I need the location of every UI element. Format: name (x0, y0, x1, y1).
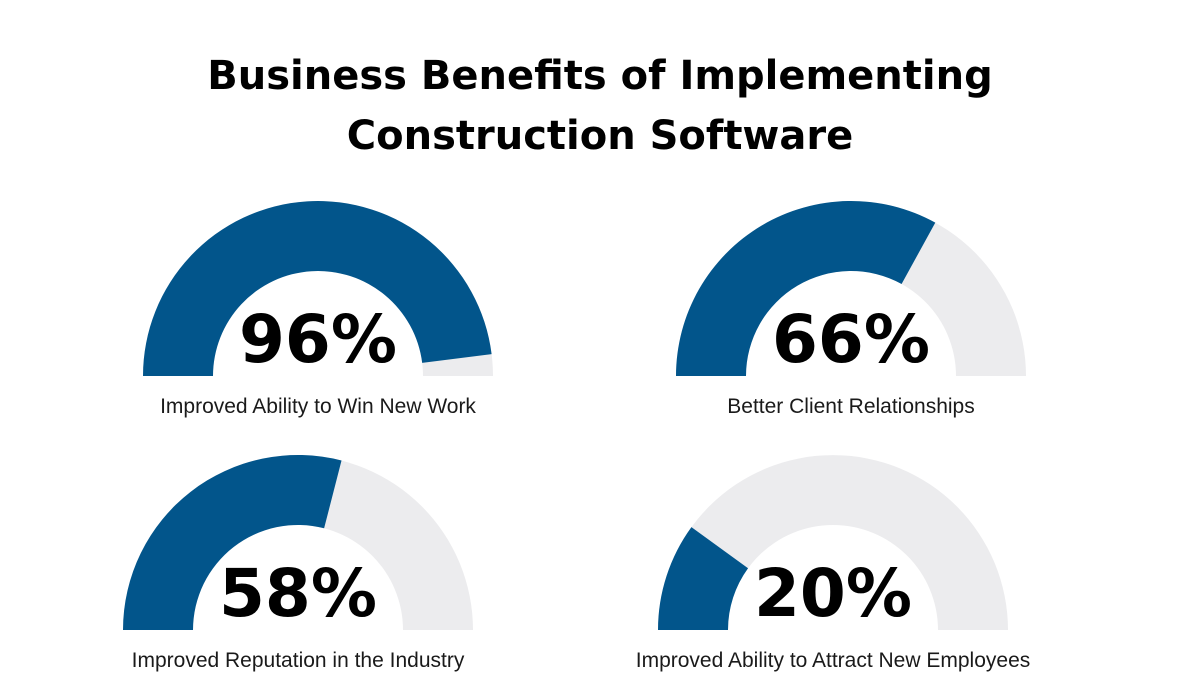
gauge-label: Improved Ability to Win New Work (160, 395, 476, 418)
title-line-2: Construction Software (346, 113, 854, 159)
title-line-1: Business Benefits of Implementing (207, 53, 993, 99)
gauge-58: 58% Improved Reputation in the Industry (123, 454, 473, 672)
gauge-label: Improved Ability to Attract New Employee… (636, 649, 1031, 672)
gauge-96: 96% Improved Ability to Win New Work (143, 200, 493, 418)
gauge-value: 20% (754, 555, 912, 632)
gauge-66: 66% Better Client Relationships (676, 200, 1026, 418)
gauge-value: 96% (239, 301, 397, 378)
gauge-20: 20% Improved Ability to Attract New Empl… (636, 455, 1031, 672)
gauge-fill (143, 200, 492, 376)
gauge-fill (676, 200, 936, 376)
gauge-value: 66% (772, 301, 930, 378)
gauge-value: 58% (219, 555, 377, 632)
gauge-label: Better Client Relationships (727, 395, 974, 418)
gauge-fill (658, 527, 749, 630)
chart-title: Business Benefits of Implementing Constr… (0, 46, 1200, 166)
gauge-label: Improved Reputation in the Industry (132, 649, 465, 672)
gauge-fill (123, 454, 342, 630)
gauge-track (658, 455, 1008, 630)
